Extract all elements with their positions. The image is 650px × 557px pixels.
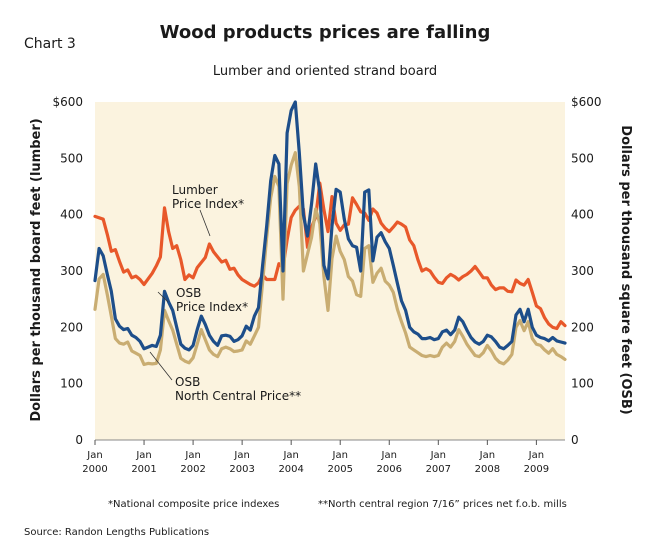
x-tick-month: Jan: [430, 450, 446, 461]
y-tick-label-right: $600: [571, 95, 602, 109]
chart-label: Chart 3: [24, 36, 76, 52]
x-tick-year: 2006: [377, 464, 402, 475]
y-tick-label-left: 200: [60, 320, 83, 334]
x-tick-year: 2002: [180, 464, 205, 475]
y-tick-label-right: 200: [571, 320, 594, 334]
y-axis-label-right: Dollars per thousand square feet (OSB): [618, 125, 633, 414]
footnote-north-central: **North central region 7/16” prices net …: [318, 499, 567, 510]
x-tick-year: 2008: [475, 464, 500, 475]
series-lines: [93, 100, 567, 367]
x-tick-month: Jan: [184, 450, 200, 461]
series-labels: Lumber Price Index* OSB Price Index* OSB Nort…: [149, 183, 301, 403]
axis-ticks: 0 0 100 100 200 200 300 300 400 400 500 500 $600 $600…: [52, 95, 601, 475]
y-tick-label-right: 300: [571, 264, 594, 278]
y-tick-label-left: 100: [60, 377, 83, 391]
x-tick-month: Jan: [381, 450, 397, 461]
x-tick-month: Jan: [86, 450, 102, 461]
x-tick-month: Jan: [233, 450, 249, 461]
y-tick-label-left: 300: [60, 264, 83, 278]
y-tick-label-right: 100: [571, 377, 594, 391]
series-line-osb-north-central: [93, 151, 567, 367]
y-tick-label-left: 0: [75, 433, 83, 447]
x-tick-year: 2009: [524, 464, 549, 475]
x-tick-year: 2007: [426, 464, 451, 475]
source-note: Source: Randon Lengths Publications: [24, 527, 210, 538]
y-axis-label-left: Dollars per thousand board feet (lumber): [29, 118, 44, 421]
chart-title: Wood products prices are falling: [159, 22, 491, 43]
series-label-lumber: Lumber Price Index*: [172, 183, 244, 211]
x-tick-year: 2004: [278, 464, 303, 475]
x-tick-year: 2001: [131, 464, 156, 475]
leader-line: [157, 291, 169, 303]
leader-line: [149, 351, 173, 381]
x-tick-month: Jan: [282, 450, 298, 461]
series-line-lumber: [93, 181, 567, 331]
y-tick-label-left: 500: [60, 151, 83, 165]
x-tick-month: Jan: [528, 450, 544, 461]
x-tick-year: 2005: [327, 464, 352, 475]
x-tick-year: 2003: [229, 464, 254, 475]
series-label-osb-price-index: OSB Price Index*: [176, 286, 248, 314]
x-tick-month: Jan: [332, 450, 348, 461]
x-tick-month: Jan: [135, 450, 151, 461]
series-line-osb-price-index: [93, 100, 567, 352]
leader-line: [199, 209, 211, 237]
footnote-national-index: *National composite price indexes: [108, 499, 280, 510]
y-tick-label-right: 0: [571, 433, 579, 447]
y-tick-label-left: 400: [60, 208, 83, 222]
x-tick-month: Jan: [479, 450, 495, 461]
x-tick-year: 2000: [82, 464, 107, 475]
y-tick-label-left: $600: [52, 95, 83, 109]
y-tick-label-right: 500: [571, 151, 594, 165]
series-label-osb-north-central: OSB North Central Price**: [175, 375, 301, 403]
chart-subtitle: Lumber and oriented strand board: [212, 64, 438, 79]
y-tick-label-right: 400: [571, 208, 594, 222]
